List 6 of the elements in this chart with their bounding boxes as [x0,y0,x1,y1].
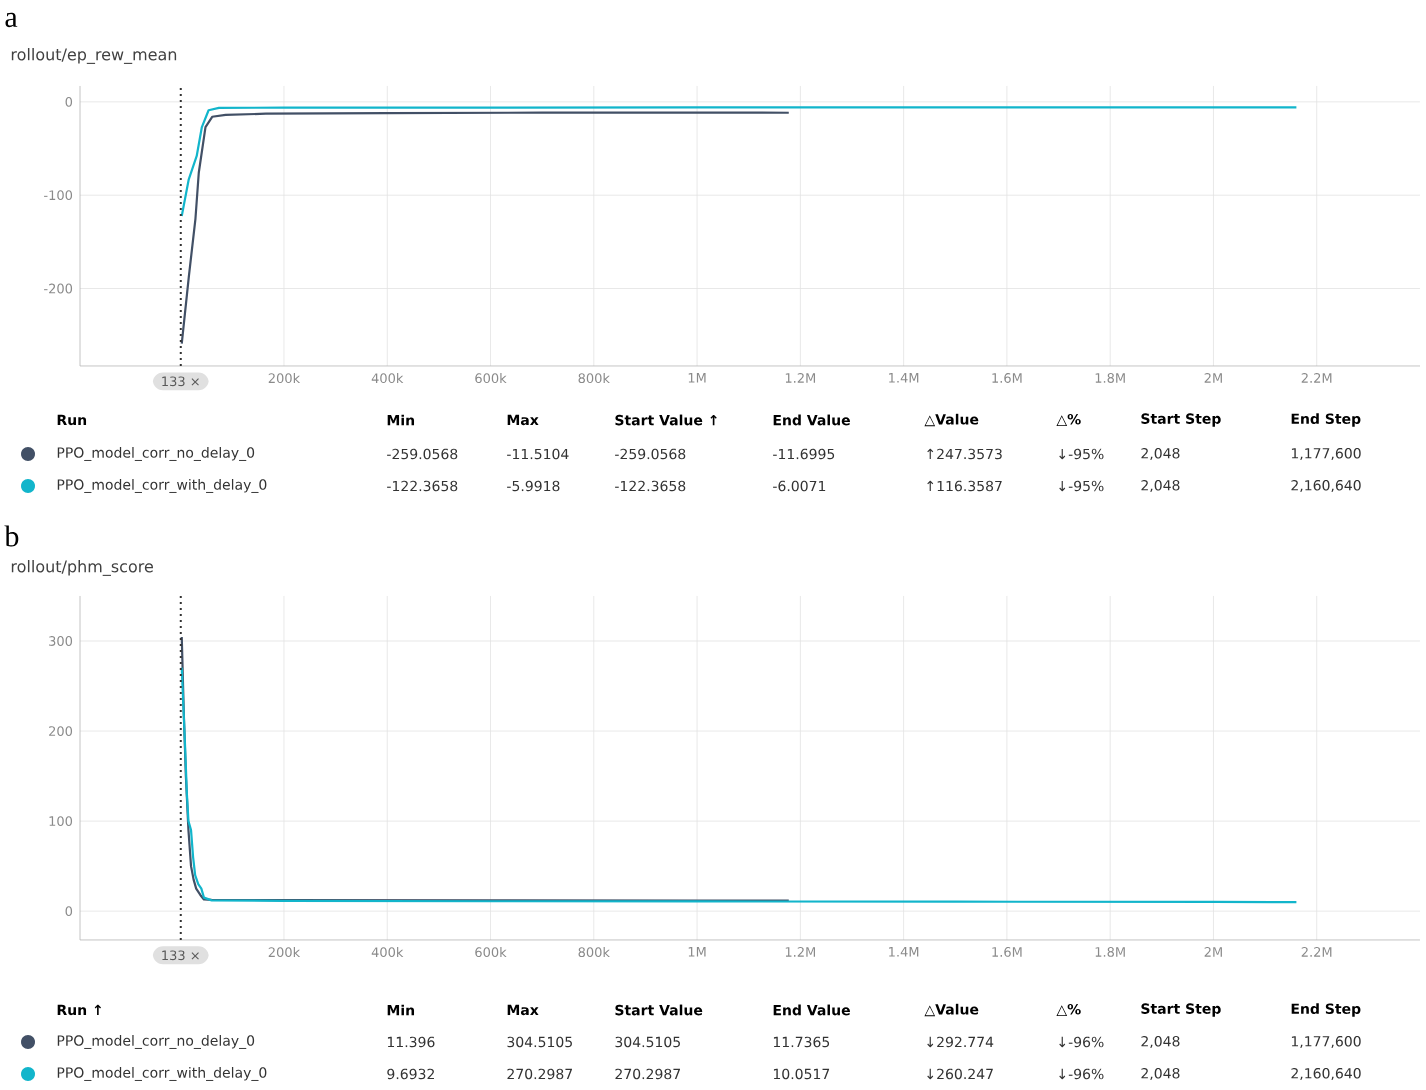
line-series [180,666,1298,904]
chart-title: rollout/ep_rew_mean [11,48,177,64]
line-series [180,111,790,345]
text: a [5,12,18,28]
text: b [4,525,19,547]
chart-title: rollout/phm_score [11,560,153,576]
